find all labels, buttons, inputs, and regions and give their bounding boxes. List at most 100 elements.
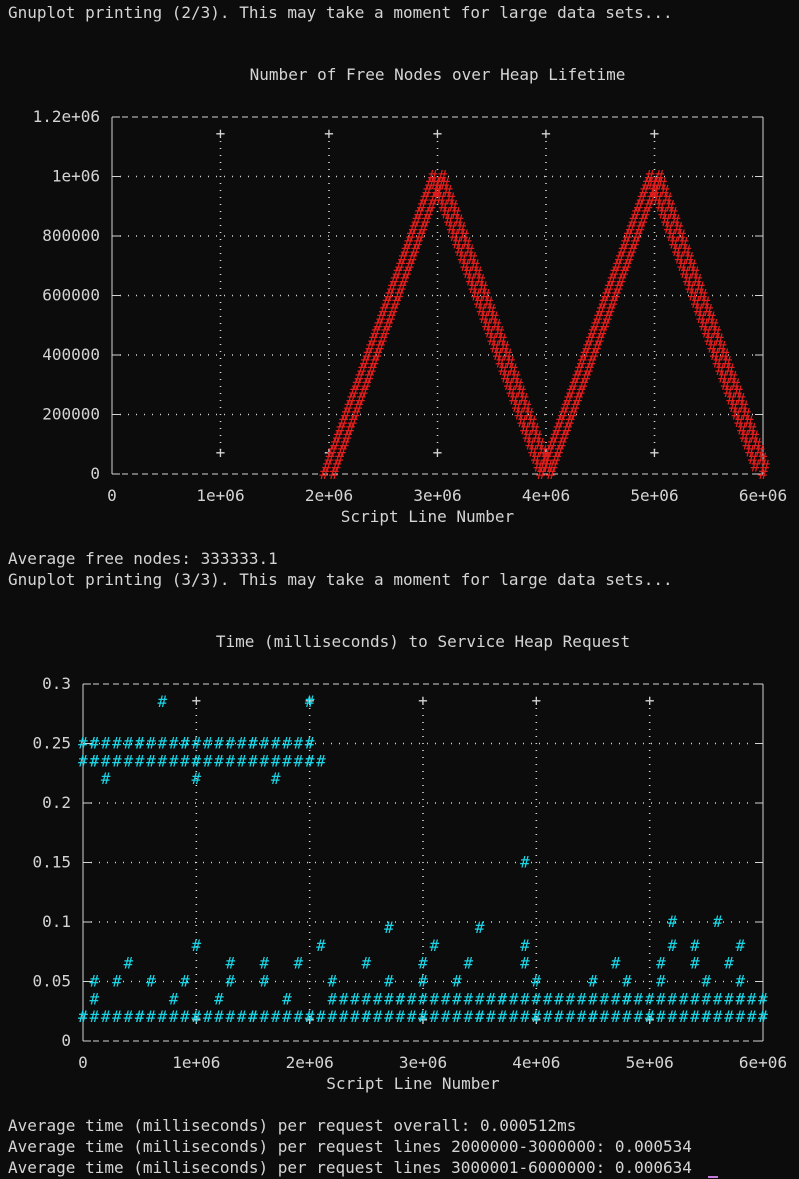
series-mark: #	[622, 1007, 632, 1026]
series-mark: #	[600, 989, 610, 1008]
series-mark: #	[350, 1007, 360, 1026]
series-mark: #	[339, 989, 349, 1008]
tick-label-y: 400000	[42, 345, 100, 364]
series-mark: ##	[395, 256, 415, 275]
series-mark: #	[101, 769, 111, 788]
series-mark: ##	[412, 211, 432, 230]
series-mark: #	[192, 769, 202, 788]
series-mark: #	[328, 972, 338, 991]
series-mark: ##	[482, 315, 502, 334]
tick-x-bottom: +	[433, 443, 443, 462]
series-mark: ##	[688, 286, 708, 305]
tick-x-top: +	[192, 691, 202, 710]
tick-label-x: 0	[78, 1053, 88, 1072]
tick-label-y: 0.1	[42, 912, 71, 931]
series-mark: #	[305, 692, 315, 711]
series-mark: ##	[745, 442, 765, 461]
series-mark: #	[146, 734, 156, 753]
series-mark: ##	[509, 390, 529, 409]
series-mark: #	[645, 1007, 655, 1026]
series-mark: ##	[639, 181, 659, 200]
series-mark: ##	[658, 204, 678, 223]
series-mark: #	[248, 1007, 258, 1026]
series-mark: #	[656, 1007, 666, 1026]
tick-label-x: 0	[107, 486, 117, 505]
series-mark: ##	[338, 412, 358, 431]
series-mark: #	[305, 734, 315, 753]
series-mark: ##	[387, 278, 407, 297]
series-mark: ##	[431, 174, 451, 193]
series-mark: #	[112, 1007, 122, 1026]
series-mark: #	[373, 1007, 383, 1026]
series-mark: ##	[398, 248, 418, 267]
series-mark: #	[316, 1007, 326, 1026]
tick-label-y: 600000	[42, 286, 100, 305]
series-mark: ##	[599, 293, 619, 312]
series-mark: #	[350, 989, 360, 1008]
series-mark: ##	[696, 308, 716, 327]
series-mark: #	[668, 912, 678, 931]
series-mark: ##	[463, 263, 483, 282]
series-mark: #	[90, 972, 100, 991]
tick-label-x: 3e+06	[399, 1053, 447, 1072]
series-mark: #	[158, 1007, 168, 1026]
series-mark: #	[248, 751, 258, 770]
series-mark: ##	[515, 405, 535, 424]
series-mark: ##	[360, 352, 380, 371]
series-mark: #	[90, 751, 100, 770]
series-mark: ##	[365, 338, 385, 357]
series-mark: ##	[496, 352, 516, 371]
series-mark: #	[214, 1007, 224, 1026]
series-mark: #	[169, 989, 179, 1008]
series-mark: ##	[507, 382, 527, 401]
series-mark: #	[282, 1007, 292, 1026]
series-mark: ##	[344, 397, 364, 416]
series-mark: #	[577, 1007, 587, 1026]
tick-x-top: +	[418, 691, 428, 710]
series-mark: ##	[374, 315, 394, 334]
series-mark: ##	[623, 226, 643, 245]
series-mark: ##	[604, 278, 624, 297]
tick-x-top: +	[324, 124, 334, 143]
series-mark: ##	[672, 241, 692, 260]
series-mark: ##	[523, 427, 543, 446]
series-mark: ##	[384, 286, 404, 305]
tick-label-x: 1e+06	[196, 486, 244, 505]
series-mark: ##	[379, 300, 399, 319]
series-mark: #	[180, 972, 190, 991]
series-mark: #	[668, 936, 678, 955]
series-mark: #	[702, 972, 712, 991]
series-mark: #	[724, 1007, 734, 1026]
series-mark: ##	[319, 464, 339, 483]
series-mark: #	[566, 989, 576, 1008]
series-mark: ##	[686, 278, 706, 297]
tick-label-y: 200000	[42, 405, 100, 424]
series-mark: ##	[612, 256, 632, 275]
series-mark: #	[362, 1007, 372, 1026]
series-mark: #	[135, 734, 145, 753]
series-mark: #	[271, 734, 281, 753]
series-mark: #	[554, 989, 564, 1008]
series-mark: ##	[577, 352, 597, 371]
series-mark: #	[486, 989, 496, 1008]
series-mark: ##	[669, 233, 689, 252]
series-mark: #	[384, 918, 394, 937]
series-mark: #	[305, 734, 315, 753]
series-mark: ##	[382, 293, 402, 312]
series-mark: ##	[729, 397, 749, 416]
series-mark: ##	[591, 315, 611, 334]
series-mark: ##	[436, 189, 456, 208]
tick-label-y: 0.3	[42, 674, 71, 693]
series-mark: ##	[488, 330, 508, 349]
series-mark: ##	[626, 219, 646, 238]
series-mark: #	[396, 1007, 406, 1026]
series-mark: #	[192, 734, 202, 753]
series-mark: #	[520, 954, 530, 973]
terminal-line-average-free-nodes: Average free nodes: 333333.1	[8, 549, 278, 568]
tick-label-y: 1.2e+06	[33, 107, 100, 126]
series-mark: ##	[561, 397, 581, 416]
series-mark: #	[90, 989, 100, 1008]
series-mark: ##	[737, 419, 757, 438]
